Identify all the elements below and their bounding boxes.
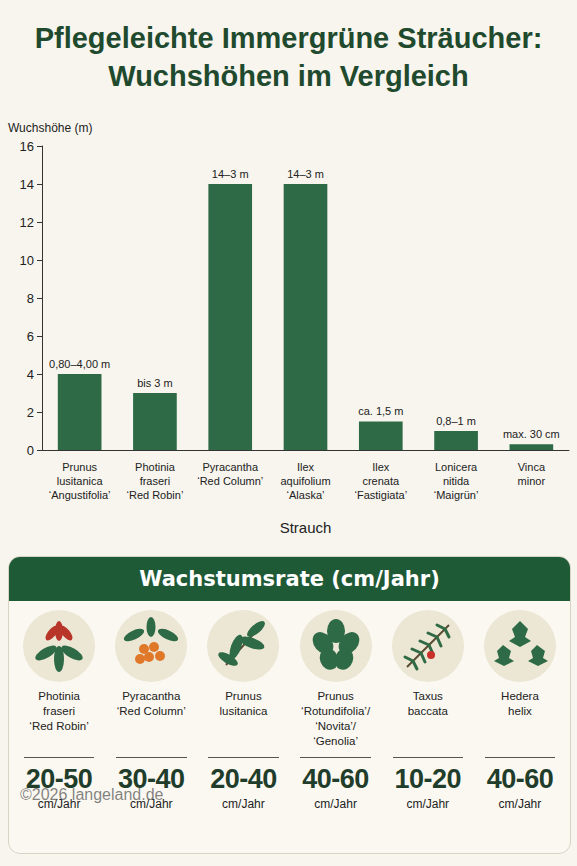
html-text:©2026 langeland.de: ©2026 langeland.de [20, 786, 164, 803]
svg-text:lusitanica: lusitanica [57, 475, 104, 487]
html-text:cm/Jahr: cm/Jahr [37, 797, 81, 811]
svg-text:0,80–4,00 m: 0,80–4,00 m [49, 358, 110, 370]
svg-text:aquifolium: aquifolium [280, 475, 330, 487]
html-text:Taxus baccata: Taxus baccata [407, 690, 448, 717]
svg-text:max. 30 cm: max. 30 cm [503, 428, 560, 440]
svg-text:2: 2 [27, 405, 34, 420]
html-text:cm/Jahr: cm/Jahr [406, 797, 450, 811]
html-text:Photinia fraseri ‘Red Robin’: Photinia fraseri ‘Red Robin’ [29, 690, 89, 732]
svg-text:14–3 m: 14–3 m [212, 168, 249, 180]
svg-text:14–3 m: 14–3 m [287, 168, 324, 180]
html-text:Hedera helix: Hedera helix [501, 690, 539, 717]
svg-text:0: 0 [27, 443, 34, 458]
svg-text:8: 8 [27, 291, 34, 306]
svg-text:12: 12 [20, 215, 34, 230]
svg-text:Pflegeleichte Immergrüne Sträu: Pflegeleichte Immergrüne Sträucher: [35, 22, 543, 54]
svg-text:nitida: nitida [443, 475, 470, 487]
html-text:40-60: 40-60 [486, 764, 554, 794]
svg-text:Wuchshöhen im Vergleich: Wuchshöhen im Vergleich [108, 60, 468, 92]
svg-text:10: 10 [20, 253, 34, 268]
svg-text:bis 3 m: bis 3 m [137, 377, 172, 389]
html-text:20-40: 20-40 [210, 764, 277, 794]
html-text:40-60: 40-60 [302, 764, 369, 794]
html-text:cm/Jahr: cm/Jahr [222, 797, 265, 811]
html-text:30-40: 30-40 [118, 764, 185, 794]
svg-text:‘Fastigiata’: ‘Fastigiata’ [354, 489, 407, 501]
svg-text:Photinia: Photinia [135, 461, 176, 473]
html-text:Prunus ‘Rotundifolia’/ ‘Novita: Prunus ‘Rotundifolia’/ ‘Novita’/ ‘Genoli… [301, 690, 371, 747]
html-text:cm/Jahr: cm/Jahr [314, 797, 357, 811]
svg-text:‘Red Column’: ‘Red Column’ [197, 475, 263, 487]
html-text:Prunus lusitanica: Prunus lusitanica [219, 690, 268, 717]
svg-text:Pyracantha: Pyracantha [202, 461, 259, 473]
svg-text:minor: minor [518, 475, 546, 487]
svg-text:Prunus: Prunus [62, 461, 97, 473]
svg-text:16: 16 [20, 139, 34, 154]
svg-text:14: 14 [20, 177, 34, 192]
svg-text:‘Maigrün’: ‘Maigrün’ [434, 489, 479, 501]
svg-text:0,8–1 m: 0,8–1 m [436, 415, 476, 427]
svg-text:Lonicera: Lonicera [435, 461, 478, 473]
html-text:Wachstumsrate (cm/Jahr): Wachstumsrate (cm/Jahr) [139, 567, 440, 591]
html-text:cm/Jahr: cm/Jahr [498, 797, 542, 811]
svg-text:crenata: crenata [362, 475, 400, 487]
html-text:10-20: 10-20 [394, 764, 461, 794]
html-text:cm/Jahr: cm/Jahr [129, 797, 173, 811]
svg-text:Wuchshöhe (m): Wuchshöhe (m) [8, 121, 92, 135]
svg-text:Vinca: Vinca [518, 461, 546, 473]
svg-text:Strauch: Strauch [280, 519, 332, 536]
html-text:20-50: 20-50 [25, 764, 93, 794]
svg-text:‘Red Robin’: ‘Red Robin’ [126, 489, 183, 501]
svg-text:Ilex: Ilex [372, 461, 390, 473]
svg-text:Ilex: Ilex [297, 461, 315, 473]
svg-text:4: 4 [27, 367, 34, 382]
svg-text:‘Alaska’: ‘Alaska’ [287, 489, 325, 501]
svg-text:6: 6 [27, 329, 34, 344]
svg-text:‘Angustifolia’: ‘Angustifolia’ [49, 489, 111, 501]
svg-text:ca. 1,5 m: ca. 1,5 m [358, 405, 403, 417]
html-text:Pyracantha ‘Red Column’: Pyracantha ‘Red Column’ [116, 690, 186, 717]
svg-text:fraseri: fraseri [140, 475, 171, 487]
